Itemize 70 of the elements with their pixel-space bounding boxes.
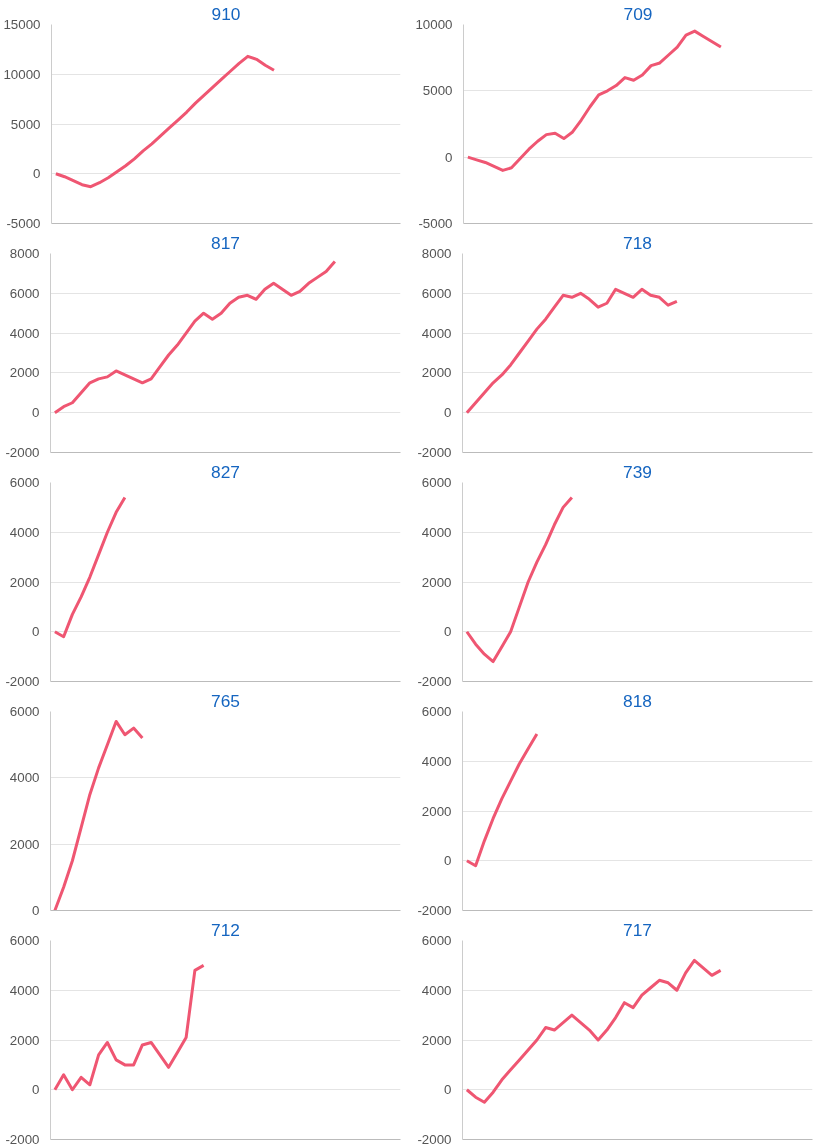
y-tick-label: 8000 xyxy=(421,246,452,261)
y-tick-label: 5000 xyxy=(10,116,41,132)
y-tick-label: -2000 xyxy=(417,445,452,460)
chart-title: 818 xyxy=(623,690,652,711)
y-tick-label: -2000 xyxy=(5,445,40,460)
chart-title: 709 xyxy=(623,3,653,24)
y-tick-label: 8000 xyxy=(9,246,40,261)
y-tick-label: -2000 xyxy=(417,1132,452,1145)
y-tick-label: 4000 xyxy=(9,325,40,341)
y-tick-label: 10000 xyxy=(415,17,453,32)
y-tick-label: 6000 xyxy=(421,933,452,948)
y-tick-label: 0 xyxy=(32,405,40,421)
y-tick-label: 4000 xyxy=(9,982,40,998)
line-series xyxy=(53,719,144,911)
y-tick-label: -5000 xyxy=(6,216,41,231)
y-tick-label: 0 xyxy=(33,166,41,182)
chart-title: 717 xyxy=(623,919,652,940)
line-series xyxy=(53,495,127,639)
y-tick-label: -5000 xyxy=(418,216,453,231)
line-series xyxy=(53,259,337,415)
y-tick-label: 4000 xyxy=(421,753,452,769)
y-tick-label: 0 xyxy=(444,405,452,421)
y-tick-label: 6000 xyxy=(9,285,40,301)
y-tick-label: 4000 xyxy=(9,524,40,540)
y-tick-label: 0 xyxy=(444,1082,452,1098)
y-tick-label: 4000 xyxy=(9,770,40,786)
y-tick-label: -2000 xyxy=(417,674,452,689)
chart-title: 827 xyxy=(211,461,240,482)
y-tick-label: 2000 xyxy=(421,365,452,381)
y-tick-label: 2000 xyxy=(9,365,40,381)
y-tick-label: 0 xyxy=(32,1082,40,1098)
y-tick-label: 2000 xyxy=(421,1032,452,1048)
y-tick-label: 5000 xyxy=(422,83,453,99)
y-tick-label: 15000 xyxy=(3,17,41,32)
y-tick-label: 2000 xyxy=(9,836,40,852)
y-tick-label: 4000 xyxy=(421,982,452,998)
y-tick-label: 6000 xyxy=(421,475,452,490)
y-tick-label: -2000 xyxy=(417,903,452,918)
y-tick-label: 4000 xyxy=(421,524,452,540)
y-tick-label: 2000 xyxy=(9,574,40,590)
chart-title: 712 xyxy=(211,919,240,940)
y-tick-label: 2000 xyxy=(421,574,452,590)
y-tick-label: 0 xyxy=(444,853,452,869)
chart-title: 739 xyxy=(623,461,652,482)
line-series xyxy=(466,29,723,172)
line-series xyxy=(465,958,723,1104)
line-series xyxy=(465,732,539,868)
y-tick-label: -2000 xyxy=(5,674,40,689)
y-tick-label: 10000 xyxy=(3,66,41,82)
y-tick-label: 0 xyxy=(444,624,452,640)
line-series xyxy=(465,287,679,415)
chart-title: 910 xyxy=(211,3,241,24)
y-tick-label: 2000 xyxy=(421,803,452,819)
y-tick-label: 0 xyxy=(32,903,40,918)
y-tick-label: 6000 xyxy=(9,933,40,948)
line-series xyxy=(465,495,574,664)
chart-title: 817 xyxy=(211,232,240,253)
y-tick-label: 2000 xyxy=(9,1032,40,1048)
y-tick-label: 6000 xyxy=(9,475,40,490)
y-tick-label: -2000 xyxy=(5,1132,40,1145)
y-tick-label: 6000 xyxy=(9,704,40,719)
y-tick-label: 6000 xyxy=(421,285,452,301)
y-tick-label: 0 xyxy=(445,149,453,165)
chart-title: 765 xyxy=(211,690,240,711)
y-tick-label: 0 xyxy=(32,624,40,640)
y-tick-label: 4000 xyxy=(421,325,452,341)
line-series xyxy=(54,54,276,189)
chart-title: 718 xyxy=(623,232,652,253)
line-series xyxy=(53,963,206,1092)
y-tick-label: 6000 xyxy=(421,704,452,719)
